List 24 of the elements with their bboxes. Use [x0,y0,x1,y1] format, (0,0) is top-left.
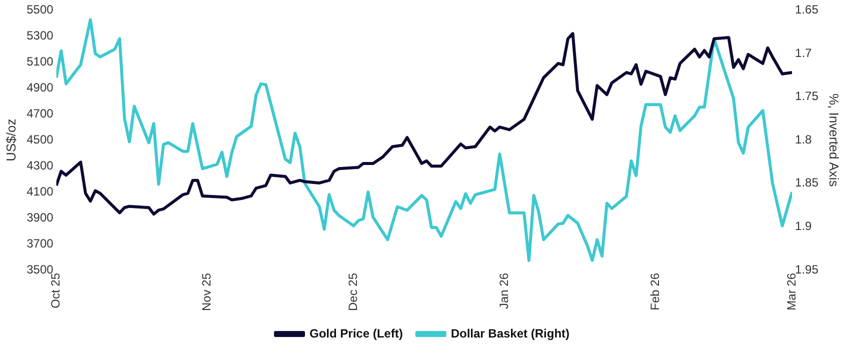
y-tick-label: 4100 [26,184,54,198]
y-tick-label: 4300 [26,158,54,172]
y-tick-label: 4900 [26,80,54,94]
y-axis-title: US$/oz [3,118,18,162]
y2-tick-label: 1.65 [795,2,819,17]
x-tick-label: Nov 25 [200,272,214,312]
y-tick-label: 5100 [26,54,54,68]
y2-tick-label: 1.75 [795,89,819,104]
legend-label: Gold Price (Left) [309,326,403,340]
y2-tick-label: 1.7 [795,46,812,60]
x-tick-label: Dec 25 [346,272,360,312]
y-tick-label: 5500 [26,2,54,17]
x-tick-label: Feb 26 [648,272,662,310]
y-tick-label: 3700 [26,236,54,250]
y-tick-label: 3900 [26,210,54,224]
y-tick-label: 5300 [26,28,54,42]
y2-axis-title: %, Inverted Axis [826,93,842,188]
y-tick-label: 4700 [26,106,54,120]
y2-tick-label: 1.9 [795,218,812,233]
y2-tick-label: 1.85 [795,176,819,190]
legend-label: Dollar Basket (Right) [450,326,570,340]
y-tick-label: 4500 [26,132,54,146]
y2-tick-label: 1.8 [795,132,812,146]
x-tick-label: Jan 26 [496,272,511,310]
